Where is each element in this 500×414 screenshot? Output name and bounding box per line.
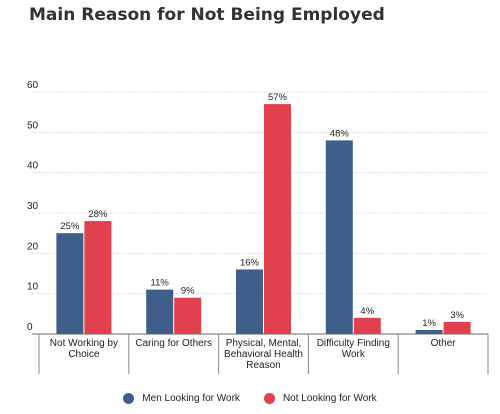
x-tick-label: Reason [246, 360, 280, 371]
bar [443, 321, 471, 334]
y-axis-ticks: 0 10 20 30 40 50 60 [27, 80, 39, 333]
bar [264, 104, 291, 334]
legend-swatch-not-looking [263, 393, 275, 404]
data-label: 4% [360, 306, 374, 317]
x-tick-label: Difficulty Finding [317, 338, 390, 349]
data-label: 28% [88, 209, 108, 220]
bars [56, 104, 471, 334]
data-labels: 25% 28% 11% 9% 16% 57% 48% 4% 1% 3% [60, 92, 464, 329]
x-tick-label: Behavioral Health [224, 349, 303, 360]
y-tick-label: 20 [27, 241, 39, 252]
data-label: 3% [450, 310, 464, 321]
y-tick-label: 0 [27, 322, 33, 333]
bar [56, 233, 84, 334]
data-label: 9% [181, 286, 195, 297]
y-tick-label: 40 [27, 161, 39, 172]
bar [353, 317, 381, 334]
legend-item-not-looking[interactable]: Not Looking for Work [263, 393, 377, 404]
x-tick-label: Not Working by [50, 338, 118, 349]
legend-swatch-men-looking [123, 393, 135, 404]
bar [236, 269, 263, 334]
legend: Men Looking for Work Not Looking for Wor… [0, 393, 500, 404]
bar [146, 289, 174, 334]
legend-label-men-looking: Men Looking for Work [142, 393, 240, 404]
data-label: 1% [422, 318, 436, 329]
bar [174, 297, 202, 334]
data-label: 25% [60, 221, 80, 232]
x-tick-label: Other [431, 338, 457, 349]
bar [325, 140, 353, 334]
chart-title: Main Reason for Not Being Employed [29, 5, 385, 25]
data-label: 48% [330, 128, 350, 139]
bar-chart: 0 10 20 30 40 50 60 25% 28% 11% 9% 16% 57% 48% 4% 1% 3%… [27, 80, 489, 374]
legend-item-men-looking[interactable]: Men Looking for Work [123, 393, 240, 404]
y-tick-label: 30 [27, 201, 39, 212]
x-tick-label: Work [342, 349, 366, 360]
data-label: 11% [151, 278, 170, 289]
x-tick-label: Choice [68, 349, 100, 360]
legend-label-not-looking: Not Looking for Work [282, 393, 377, 404]
y-tick-label: 60 [27, 80, 39, 91]
x-tick-label: Caring for Others [135, 338, 212, 349]
bar [415, 329, 443, 334]
data-label: 16% [240, 257, 260, 268]
y-tick-label: 10 [27, 282, 39, 293]
y-tick-label: 50 [27, 120, 39, 131]
bar [84, 221, 112, 334]
data-label: 57% [268, 92, 288, 103]
x-tick-label: Physical, Mental, [226, 338, 302, 349]
